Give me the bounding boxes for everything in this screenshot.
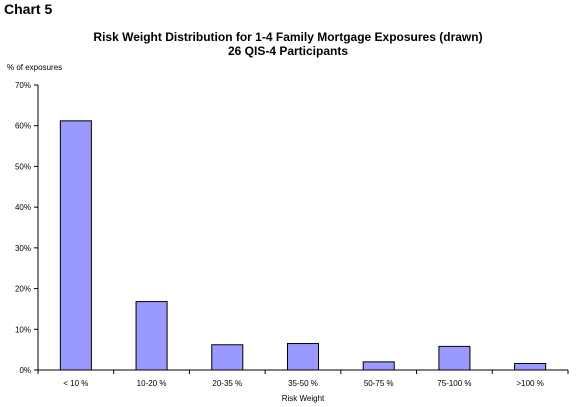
x-tick-label: 75-100 % [437,379,471,388]
bar-1 [59,120,92,371]
y-tick-label: 10% [15,325,31,334]
x-tick-label: 10-20 % [137,379,167,388]
y-axis-label: % of exposures [7,63,63,72]
bar-6 [438,345,471,371]
x-tick-label: >100 % [516,379,543,388]
x-axis-ticks: < 10 % 10-20 % 20-35 % 35-50 % 50-75 % 75-100… [37,370,569,388]
x-tick-label: 35-50 % [288,379,318,388]
y-tick-label: 60% [15,122,31,131]
chart-title-block: Risk Weight Distribution for 1-4 Family … [0,30,576,58]
y-tick-label: 70% [15,81,31,90]
x-tick-label: 20-35 % [212,379,242,388]
x-tick-label: < 10 % [63,379,88,388]
chart-number-label: Chart 5 [4,1,53,17]
chart-title: Risk Weight Distribution for 1-4 Family … [93,30,483,44]
x-axis-label: Risk Weight [282,394,325,403]
bar-7 [514,362,547,371]
bar-4 [286,343,320,371]
bar-3 [211,344,244,371]
bar-2 [135,301,168,371]
y-tick-label: 50% [15,162,31,171]
y-tick-label: 30% [15,244,31,253]
y-tick-label: 0% [19,366,31,375]
y-tick-label: 40% [15,203,31,212]
bars [59,120,547,371]
y-tick-label: 20% [15,285,31,294]
x-tick-label: 50-75 % [364,379,394,388]
chart-subtitle: 26 QIS-4 Participants [227,44,349,58]
bar-5 [362,361,395,371]
y-axis-ticks: 0% 10% 20% 30% 40% 50% 60% 70% [15,81,38,375]
